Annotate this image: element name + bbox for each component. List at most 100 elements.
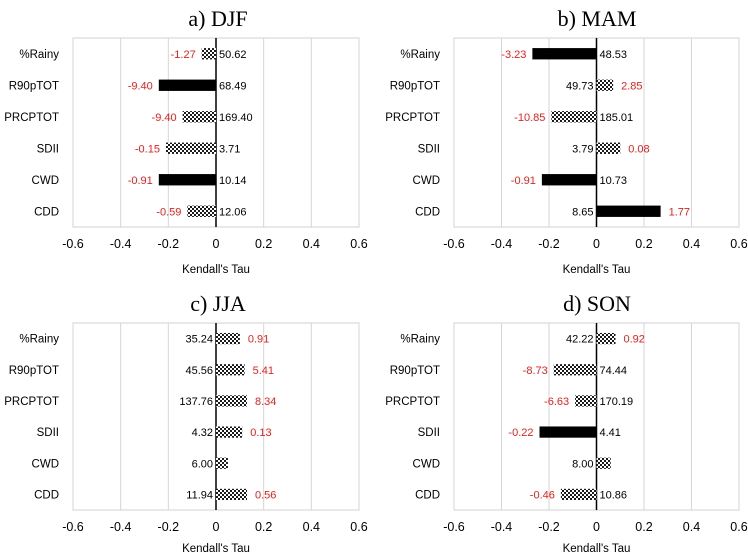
x-tick-label-son: -0.2 <box>538 520 560 534</box>
bar-son-pctrainy <box>596 332 616 345</box>
x-tick-label-mam: 0 <box>593 237 600 251</box>
x-tick-label-mam: -0.2 <box>538 237 560 251</box>
bar-mam-cdd <box>596 205 661 217</box>
bar-djf-cwd <box>158 174 216 186</box>
category-label-mam: CDD <box>415 206 440 218</box>
trend-label-mam: -10.85 <box>514 112 545 124</box>
mean-label-jja: 6.00 <box>192 458 213 470</box>
bar-mam-r90ptot <box>596 79 614 91</box>
category-label-djf: SDII <box>37 143 59 155</box>
category-label-djf: CDD <box>34 206 59 218</box>
mean-label-jja: 137.76 <box>179 396 213 408</box>
panel-son: d) SON Kendall's Tau -0.6 -0.4 -0.2 0 0.2 0.4… <box>385 291 747 555</box>
panel-djf: a) DJF Kendall's Tau -0.6 -0.4 -0.2 0 0.2 0.4… <box>4 6 367 276</box>
x-tick-label-mam: 0.6 <box>730 237 747 251</box>
mean-label-djf: 10.14 <box>219 175 247 187</box>
x-tick-label-jja: -0.2 <box>158 520 180 534</box>
category-label-jja: CDD <box>34 489 59 501</box>
mean-label-mam: 10.73 <box>600 175 628 187</box>
trend-label-mam: 0.08 <box>628 143 649 155</box>
bar-djf-sdii <box>165 142 216 154</box>
category-label-son: %Rainy <box>400 334 440 346</box>
mean-label-son: 4.41 <box>600 427 621 439</box>
trend-label-jja: 0.56 <box>255 489 276 501</box>
trend-label-son: -0.46 <box>530 489 555 501</box>
trend-label-mam: 1.77 <box>669 206 690 218</box>
trend-label-djf: -1.27 <box>171 49 196 61</box>
x-axis-title-djf: Kendall's Tau <box>182 264 250 276</box>
trend-label-jja: 5.41 <box>253 365 274 377</box>
x-tick-label-jja: 0 <box>213 520 220 534</box>
category-label-son: CWD <box>413 458 440 470</box>
category-label-mam: SDII <box>418 143 440 155</box>
category-label-son: PRCPTOT <box>385 396 440 408</box>
bar-son-sdii <box>539 426 597 438</box>
trend-label-djf: -9.40 <box>152 112 177 124</box>
bar-mam-sdii <box>596 142 621 154</box>
trend-label-mam: -0.91 <box>511 175 536 187</box>
x-tick-label-djf: 0 <box>213 237 220 251</box>
bar-jja-cwd <box>216 457 228 469</box>
mean-label-son: 42.22 <box>566 334 594 346</box>
category-label-son: CDD <box>415 489 440 501</box>
mean-label-jja: 45.56 <box>185 365 213 377</box>
trend-label-jja: 0.13 <box>250 427 271 439</box>
category-label-jja: PRCPTOT <box>4 396 59 408</box>
bar-djf-r90ptot <box>158 79 216 91</box>
category-label-jja: %Rainy <box>19 334 59 346</box>
mean-label-jja: 11.94 <box>186 489 213 501</box>
bar-jja-sdii <box>216 426 243 438</box>
bar-jja-pctrainy <box>216 332 240 345</box>
x-tick-label-mam: 0.2 <box>635 237 652 251</box>
category-label-mam: PRCPTOT <box>385 112 440 124</box>
x-tick-label-son: 0 <box>593 520 600 534</box>
bar-son-cdd <box>560 488 597 501</box>
category-label-mam: CWD <box>413 175 440 187</box>
x-axis-title-son: Kendall's Tau <box>563 543 631 555</box>
mean-label-djf: 68.49 <box>219 80 247 92</box>
trend-label-djf: -0.91 <box>128 175 153 187</box>
trend-label-djf: -0.59 <box>156 206 181 218</box>
bar-djf-pctrainy <box>201 48 216 60</box>
trend-label-son: -6.63 <box>544 396 569 408</box>
x-tick-label-jja: -0.6 <box>62 520 84 534</box>
mean-label-son: 74.44 <box>600 365 628 377</box>
x-tick-label-mam: 0.4 <box>683 237 700 251</box>
trend-label-son: 0.92 <box>624 334 645 346</box>
mean-label-son: 8.00 <box>572 458 593 470</box>
x-tick-label-son: 0.4 <box>683 520 700 534</box>
category-label-mam: %Rainy <box>400 49 440 61</box>
panel-title-djf: a) DJF <box>188 6 247 31</box>
x-tick-label-son: 0.6 <box>730 520 747 534</box>
bar-mam-pctrainy <box>532 48 597 60</box>
mean-label-mam: 185.01 <box>600 112 634 124</box>
panel-mam: b) MAM Kendall's Tau -0.6 -0.4 -0.2 0 0.2 0.4… <box>385 6 747 276</box>
bar-jja-cdd <box>216 488 247 501</box>
mean-label-jja: 4.32 <box>192 427 213 439</box>
bar-son-prcptot <box>575 395 597 407</box>
x-tick-label-son: -0.6 <box>443 520 465 534</box>
category-label-jja: SDII <box>37 427 59 439</box>
x-tick-label-son: 0.2 <box>635 520 652 534</box>
mean-label-mam: 8.65 <box>572 206 593 218</box>
x-tick-label-jja: 0.2 <box>255 520 272 534</box>
category-label-djf: R90pTOT <box>9 80 59 92</box>
panel-title-mam: b) MAM <box>558 6 637 31</box>
x-tick-label-djf: -0.4 <box>110 237 132 251</box>
bar-djf-cdd <box>187 205 216 217</box>
category-label-djf: %Rainy <box>19 49 59 61</box>
x-tick-label-djf: -0.6 <box>62 237 84 251</box>
x-tick-label-jja: 0.4 <box>303 520 320 534</box>
bar-mam-cwd <box>541 174 597 186</box>
trend-label-son: -0.22 <box>508 427 533 439</box>
category-label-djf: CWD <box>32 175 59 187</box>
trend-label-mam: 2.85 <box>621 80 642 92</box>
bar-son-cwd <box>596 457 611 469</box>
x-tick-label-jja: 0.6 <box>350 520 367 534</box>
category-label-mam: R90pTOT <box>390 80 440 92</box>
x-tick-label-mam: -0.6 <box>443 237 465 251</box>
mean-label-djf: 3.71 <box>219 143 240 155</box>
mean-label-mam: 49.73 <box>566 80 594 92</box>
x-tick-label-djf: 0.2 <box>255 237 272 251</box>
x-tick-label-jja: -0.4 <box>110 520 132 534</box>
